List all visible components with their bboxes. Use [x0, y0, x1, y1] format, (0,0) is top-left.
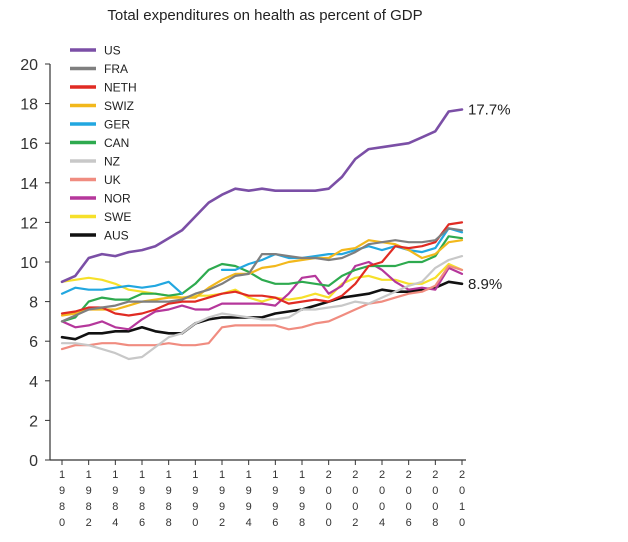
legend-label-ger: GER	[104, 118, 130, 132]
legend-label-nz: NZ	[104, 155, 120, 169]
legend-label-aus: AUS	[104, 229, 129, 243]
legend-label-uk: UK	[104, 173, 121, 187]
series-line-fra	[60, 227, 464, 323]
y-tick-label: 18	[20, 97, 38, 114]
series-line-aus	[60, 280, 464, 341]
legend-label-fra: FRA	[104, 62, 128, 76]
annotations: 17.7% 8.9%	[468, 102, 511, 293]
series-line-nz	[60, 255, 464, 361]
y-tick-label: 0	[29, 453, 38, 470]
axes: 0 2 4 6 8 10 12 14 16 18 20 1 9 8 0 1 9 8 2 1 9 8 4 1 9 8 6 1 9 8 8 1 9 9…	[20, 57, 466, 529]
y-tick-label: 4	[29, 374, 38, 391]
y-tick-label: 16	[20, 136, 38, 153]
annotation-us: 17.7%	[468, 102, 511, 119]
series-line-uk	[60, 264, 464, 351]
legend-label-neth: NETH	[104, 81, 137, 95]
series-lines	[60, 108, 464, 361]
y-tick-label: 10	[20, 255, 38, 272]
legend-label-swiz: SWIZ	[104, 99, 134, 113]
legend-label-can: CAN	[104, 136, 129, 150]
y-tick-label: 12	[20, 215, 38, 232]
y-tick-label: 2	[29, 413, 38, 430]
series-line-neth	[60, 221, 464, 317]
series-line-nor	[60, 260, 464, 331]
y-tick-label: 20	[20, 57, 38, 74]
series-line-swe	[60, 262, 464, 303]
legend-label-swe: SWE	[104, 210, 131, 224]
series-line-swiz	[60, 239, 464, 317]
y-tick-label: 6	[29, 334, 38, 351]
series-line-us	[60, 108, 464, 284]
y-tick-label: 8	[29, 295, 38, 312]
y-tick-label: 14	[20, 176, 38, 193]
series-line-can	[60, 235, 464, 323]
chart-title: Total expenditures on health as percent …	[107, 7, 422, 24]
series-line-ger	[60, 227, 464, 295]
legend: US FRA NETH SWIZ GER CAN NZ UK NOR SWE AUS	[70, 44, 137, 243]
legend-label-nor: NOR	[104, 192, 131, 206]
annotation-aus: 8.9%	[468, 276, 502, 293]
legend-label-us: US	[104, 44, 121, 58]
